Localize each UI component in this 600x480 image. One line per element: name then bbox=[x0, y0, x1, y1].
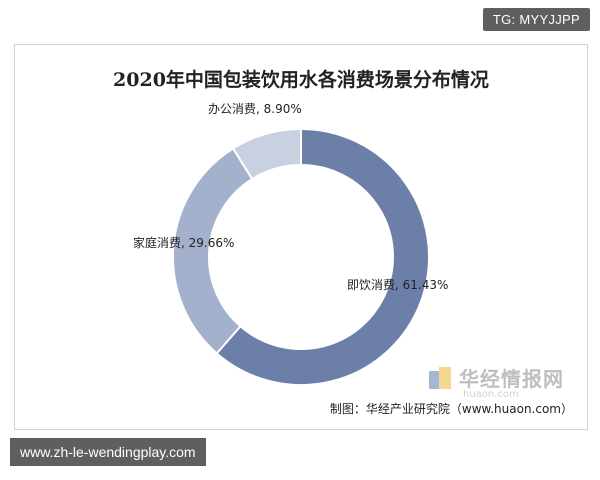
chart-source: 制图：华经产业研究院（www.huaon.com） bbox=[329, 402, 573, 416]
chart-title: 2020年中国包装饮用水各消费场景分布情况 bbox=[113, 69, 489, 91]
huaon-logo-icon bbox=[429, 366, 455, 389]
tg-badge: TG: MYYJJPP bbox=[482, 8, 590, 31]
chart-frame: 2020年中国包装饮用水各消费场景分布情况 即饮消费, 61.43% 家庭消费,… bbox=[14, 44, 588, 430]
footer-url-bar: www.zh-le-wendingplay.com bbox=[10, 438, 206, 466]
donut-chart bbox=[172, 127, 430, 386]
watermark-brand: 华经情报网 bbox=[459, 367, 564, 391]
slice-label-office: 办公消费, 8.90% bbox=[208, 102, 302, 116]
donut-slice-office bbox=[231, 127, 302, 181]
slice-label-home: 家庭消费, 29.66% bbox=[133, 236, 235, 250]
watermark-url: huaon.com bbox=[463, 389, 519, 400]
donut-slice-instant bbox=[215, 127, 430, 386]
slice-label-instant: 即饮消费, 61.43% bbox=[347, 278, 449, 292]
watermark-logo: 华经情报网 bbox=[429, 363, 564, 392]
